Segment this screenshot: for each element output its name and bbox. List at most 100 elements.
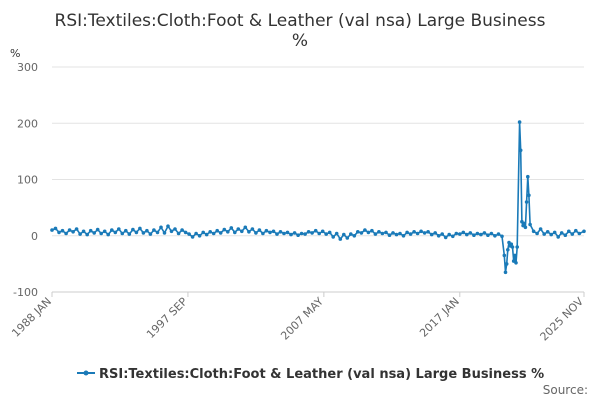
- data-point[interactable]: [113, 230, 118, 235]
- data-point[interactable]: [451, 234, 455, 239]
- data-point[interactable]: [510, 245, 515, 249]
- data-point[interactable]: [422, 231, 427, 235]
- data-point[interactable]: [197, 234, 202, 238]
- data-point[interactable]: [528, 222, 532, 227]
- data-point[interactable]: [180, 228, 184, 232]
- data-point[interactable]: [194, 231, 198, 236]
- data-point[interactable]: [479, 232, 483, 237]
- data-point[interactable]: [366, 230, 371, 235]
- data-point[interactable]: [162, 231, 167, 235]
- data-point[interactable]: [173, 227, 177, 231]
- data-point[interactable]: [127, 232, 132, 236]
- data-point[interactable]: [303, 232, 307, 236]
- data-point[interactable]: [377, 230, 381, 234]
- data-point[interactable]: [299, 231, 304, 236]
- data-point[interactable]: [296, 233, 300, 237]
- data-point[interactable]: [183, 230, 188, 235]
- data-point[interactable]: [504, 262, 509, 266]
- data-point[interactable]: [331, 235, 336, 239]
- data-point[interactable]: [334, 231, 339, 236]
- data-point[interactable]: [429, 232, 434, 237]
- data-point[interactable]: [527, 193, 531, 198]
- data-point[interactable]: [50, 228, 54, 232]
- data-point[interactable]: [486, 233, 490, 237]
- data-point[interactable]: [289, 232, 293, 237]
- data-point[interactable]: [489, 231, 494, 236]
- data-point[interactable]: [64, 231, 68, 236]
- data-point[interactable]: [405, 230, 409, 235]
- data-point[interactable]: [282, 231, 286, 236]
- data-point[interactable]: [92, 231, 96, 235]
- data-point[interactable]: [517, 120, 522, 124]
- data-point[interactable]: [542, 232, 546, 236]
- data-point[interactable]: [106, 232, 110, 237]
- data-point[interactable]: [81, 229, 86, 234]
- data-point[interactable]: [254, 231, 258, 235]
- data-point[interactable]: [124, 228, 128, 233]
- data-point[interactable]: [538, 227, 543, 231]
- data-point[interactable]: [482, 231, 487, 235]
- data-point[interactable]: [509, 242, 514, 246]
- data-point[interactable]: [574, 228, 578, 233]
- data-point[interactable]: [523, 225, 528, 230]
- data-point[interactable]: [85, 232, 89, 237]
- data-point[interactable]: [229, 226, 234, 230]
- data-point[interactable]: [526, 174, 530, 179]
- data-point[interactable]: [465, 232, 469, 237]
- data-point[interactable]: [317, 231, 322, 236]
- data-point[interactable]: [359, 231, 364, 235]
- data-point[interactable]: [419, 229, 423, 234]
- data-point[interactable]: [531, 229, 536, 234]
- data-point[interactable]: [141, 231, 146, 235]
- data-point[interactable]: [515, 245, 519, 249]
- data-point[interactable]: [394, 232, 399, 237]
- data-point[interactable]: [190, 235, 195, 239]
- data-point[interactable]: [102, 229, 107, 234]
- data-point[interactable]: [549, 232, 553, 237]
- data-point[interactable]: [570, 232, 575, 236]
- data-point[interactable]: [306, 230, 311, 234]
- data-point[interactable]: [169, 229, 174, 234]
- data-point[interactable]: [582, 229, 586, 234]
- data-point[interactable]: [187, 232, 191, 236]
- data-point[interactable]: [204, 232, 209, 237]
- data-point[interactable]: [152, 228, 156, 232]
- data-point[interactable]: [522, 221, 526, 226]
- data-point[interactable]: [257, 228, 262, 232]
- data-point[interactable]: [408, 232, 413, 236]
- data-point[interactable]: [292, 231, 297, 235]
- data-point[interactable]: [387, 233, 392, 237]
- data-point[interactable]: [240, 229, 244, 234]
- data-point[interactable]: [458, 232, 462, 236]
- data-point[interactable]: [384, 230, 388, 235]
- data-point[interactable]: [391, 231, 395, 235]
- data-point[interactable]: [349, 232, 353, 236]
- data-point[interactable]: [74, 227, 79, 231]
- data-point[interactable]: [440, 232, 445, 236]
- data-point[interactable]: [468, 231, 473, 235]
- data-point[interactable]: [352, 234, 357, 238]
- data-point[interactable]: [208, 230, 212, 234]
- data-point[interactable]: [95, 227, 100, 232]
- data-point[interactable]: [426, 230, 430, 234]
- data-point[interactable]: [356, 230, 360, 234]
- data-point[interactable]: [110, 228, 114, 232]
- data-point[interactable]: [513, 253, 517, 258]
- data-point[interactable]: [567, 229, 571, 234]
- data-point[interactable]: [261, 231, 265, 236]
- data-point[interactable]: [78, 232, 82, 236]
- data-point[interactable]: [380, 231, 385, 236]
- data-point[interactable]: [145, 228, 149, 233]
- data-point[interactable]: [461, 230, 466, 235]
- data-point[interactable]: [131, 227, 135, 232]
- data-point[interactable]: [545, 230, 550, 234]
- data-point[interactable]: [176, 231, 181, 236]
- data-point[interactable]: [398, 231, 402, 236]
- data-point[interactable]: [518, 148, 523, 153]
- data-point[interactable]: [117, 227, 121, 231]
- data-point[interactable]: [211, 231, 216, 236]
- data-point[interactable]: [99, 231, 103, 236]
- data-point[interactable]: [247, 230, 251, 234]
- data-point[interactable]: [285, 230, 290, 235]
- data-point[interactable]: [443, 235, 448, 240]
